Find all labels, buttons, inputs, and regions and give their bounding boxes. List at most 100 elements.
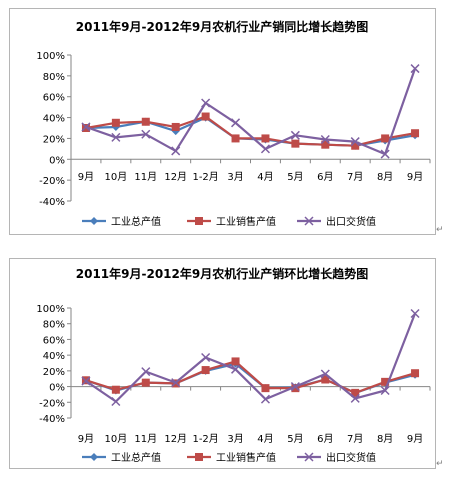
chart-2-series-2-point xyxy=(141,378,150,387)
chart-1-legend-marker xyxy=(304,216,314,226)
paragraph-mark: ↵ xyxy=(436,459,444,469)
chart-2-y-tick-label: 20% xyxy=(43,367,65,378)
chart-2-y-tick-label: -20% xyxy=(39,398,65,409)
chart-2-series-2-point xyxy=(351,388,360,397)
chart-2-series-3-point xyxy=(410,308,420,319)
chart-1-y-tick-label: 40% xyxy=(43,114,65,125)
chart-1-series-2-point xyxy=(321,140,330,149)
chart-2-y-tick-label: 40% xyxy=(43,351,65,362)
chart-1-x-tick-label: 6月 xyxy=(317,171,333,183)
chart-2-series-2-point xyxy=(261,384,270,393)
chart-1-series-3-point xyxy=(410,64,420,74)
chart-2-series-3-point xyxy=(81,376,91,386)
chart-1-series-3-point xyxy=(320,134,330,145)
chart-1-x-tick-label: 1-2月 xyxy=(192,171,218,183)
chart-2-x-tick-label: 1-2月 xyxy=(192,433,218,445)
chart-2-legend-marker xyxy=(90,453,98,461)
chart-2-y-tick-label: 100% xyxy=(36,304,65,315)
chart-1-series-2-point xyxy=(111,118,120,127)
chart-2-legend-marker xyxy=(195,453,203,461)
chart-2-x-tick-label: 3月 xyxy=(227,433,243,445)
chart-2-series-2-point xyxy=(111,385,120,394)
chart-1-series-2-line xyxy=(85,115,416,147)
chart-2-series-2-point xyxy=(201,366,210,375)
chart-2-legend-marker xyxy=(304,452,314,462)
chart-2-series-3-point xyxy=(231,364,241,374)
chart-2-series-2-point xyxy=(381,377,390,386)
chart-2-series-3-point xyxy=(141,367,151,377)
chart-1-series-2-point xyxy=(171,122,180,131)
chart-1-legend-label: 出口交货值 xyxy=(326,215,376,228)
chart-1-x-tick-label: 9月 xyxy=(78,171,94,183)
chart-1-x-tick-label: 9月 xyxy=(407,171,423,183)
chart-2-y-tick-label: 80% xyxy=(43,320,65,331)
chart-2-x-tick-label: 5月 xyxy=(287,433,303,445)
chart-1-y-tick-label: 20% xyxy=(43,134,65,145)
chart-1-series-3-point xyxy=(201,98,211,108)
chart-2-series-2-point xyxy=(321,375,330,384)
chart-2-legend-label: 工业总产值 xyxy=(111,451,161,464)
chart-2-x-tick-label: 11月 xyxy=(134,433,157,445)
chart-1-series-3-point xyxy=(260,144,270,154)
chart-2-series-3-line xyxy=(85,313,417,403)
chart-1-series-3-point xyxy=(350,137,360,147)
chart-2-x-tick-label: 10月 xyxy=(105,433,128,445)
chart-2-y-tick-label: 60% xyxy=(43,335,65,346)
chart-1-x-tick-label: 12月 xyxy=(164,171,187,183)
chart-1-legend-marker xyxy=(195,217,203,225)
chart-2-series-2-point xyxy=(411,369,420,378)
chart-1-y-tick-label: 80% xyxy=(43,72,65,83)
chart-2-series-3-point xyxy=(260,394,270,404)
chart-1-x-tick-label: 5月 xyxy=(287,171,303,183)
chart-1-series-3-point xyxy=(141,129,151,139)
paragraph-mark: ↵ xyxy=(436,225,444,235)
chart-2-x-tick-label: 6月 xyxy=(317,433,333,445)
chart-1-y-tick-label: -40% xyxy=(39,197,65,208)
chart-1-series-3-point xyxy=(81,122,91,132)
chart-1-legend-marker xyxy=(90,217,98,225)
chart-1-series-2-point xyxy=(351,141,360,150)
chart-1-title: 2011年9月-2012年9月农机行业产销同比增长趋势图 xyxy=(76,19,368,34)
chart-2-series-2-line xyxy=(85,360,416,394)
chart-1-series-3-point xyxy=(380,149,390,159)
chart-1-y-tick-label: 60% xyxy=(43,93,65,104)
chart-1-legend-label: 工业总产值 xyxy=(111,215,161,228)
chart-2-y-tick-label: -40% xyxy=(39,414,65,425)
chart-2-x-tick-label: 9月 xyxy=(78,433,94,445)
chart-1-series-3-point xyxy=(290,130,300,140)
chart-2-title: 2011年9月-2012年9月农机行业产销环比增长趋势图 xyxy=(76,266,368,281)
chart-1-y-tick-label: 100% xyxy=(36,51,65,62)
chart-2-series-3-point xyxy=(111,396,121,407)
chart-1-x-tick-label: 3月 xyxy=(227,171,243,183)
chart-1-y-tick-label: -20% xyxy=(39,176,65,187)
chart-panel-mom: 2011年9月-2012年9月农机行业产销环比增长趋势图 100% 80% 60% 40… xyxy=(9,258,436,469)
chart-1-series-2-point xyxy=(231,134,240,143)
chart-1-series-3-line xyxy=(85,68,417,156)
chart-1-x-tick-label: 7月 xyxy=(347,171,363,183)
chart-2-legend-label: 出口交货值 xyxy=(326,451,376,464)
chart-panel-yoy: 2011年9月-2012年9月农机行业产销同比增长趋势图 100% 80% 60% 40… xyxy=(9,8,436,235)
chart-2-series-3-point xyxy=(290,382,300,392)
chart-1-series-3-point xyxy=(231,118,241,128)
chart-1-x-tick-label: 8月 xyxy=(377,171,393,183)
chart-2-x-tick-label: 7月 xyxy=(347,433,363,445)
chart-2-x-tick-label: 12月 xyxy=(164,433,187,445)
chart-2-y-tick-label: 0% xyxy=(49,383,65,394)
chart-1-series-2-point xyxy=(141,117,150,126)
chart-2-series-2-point xyxy=(291,384,300,393)
chart-1-x-tick-label: 4月 xyxy=(257,171,273,183)
chart-1-series-3-point xyxy=(171,146,181,156)
chart-1-x-tick-label: 11月 xyxy=(134,171,157,183)
chart-2-series-3-point xyxy=(350,393,360,403)
chart-1-legend-label: 工业销售产值 xyxy=(216,215,276,228)
chart-1-series-3-point xyxy=(111,132,121,142)
chart-2-series-3-point xyxy=(320,369,330,379)
chart-2-x-tick-label: 4月 xyxy=(257,433,273,445)
yoy-growth-chart: 2011年9月-2012年9月农机行业产销同比增长趋势图 100% 80% 60% 40… xyxy=(36,19,431,228)
chart-2-x-tick-label: 9月 xyxy=(407,433,423,445)
chart-1-series-2-point xyxy=(201,112,210,121)
chart-2-series-3-point xyxy=(380,385,390,396)
chart-1-series-2-point xyxy=(381,134,390,143)
chart-2-series-2-point xyxy=(231,357,240,366)
chart-1-series-2-point xyxy=(261,134,270,143)
